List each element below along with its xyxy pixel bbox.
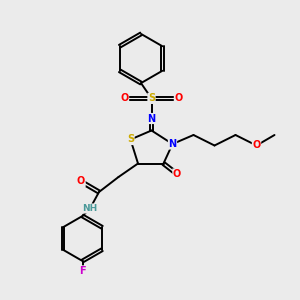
Text: NH: NH <box>82 204 98 213</box>
Text: O: O <box>252 140 261 151</box>
Text: O: O <box>173 169 181 179</box>
Text: O: O <box>174 93 183 103</box>
Text: S: S <box>148 93 155 103</box>
Text: S: S <box>127 134 134 145</box>
Text: O: O <box>77 176 85 187</box>
Text: O: O <box>120 93 129 103</box>
Text: F: F <box>79 266 86 276</box>
Text: N: N <box>147 113 156 124</box>
Text: N: N <box>168 139 177 149</box>
